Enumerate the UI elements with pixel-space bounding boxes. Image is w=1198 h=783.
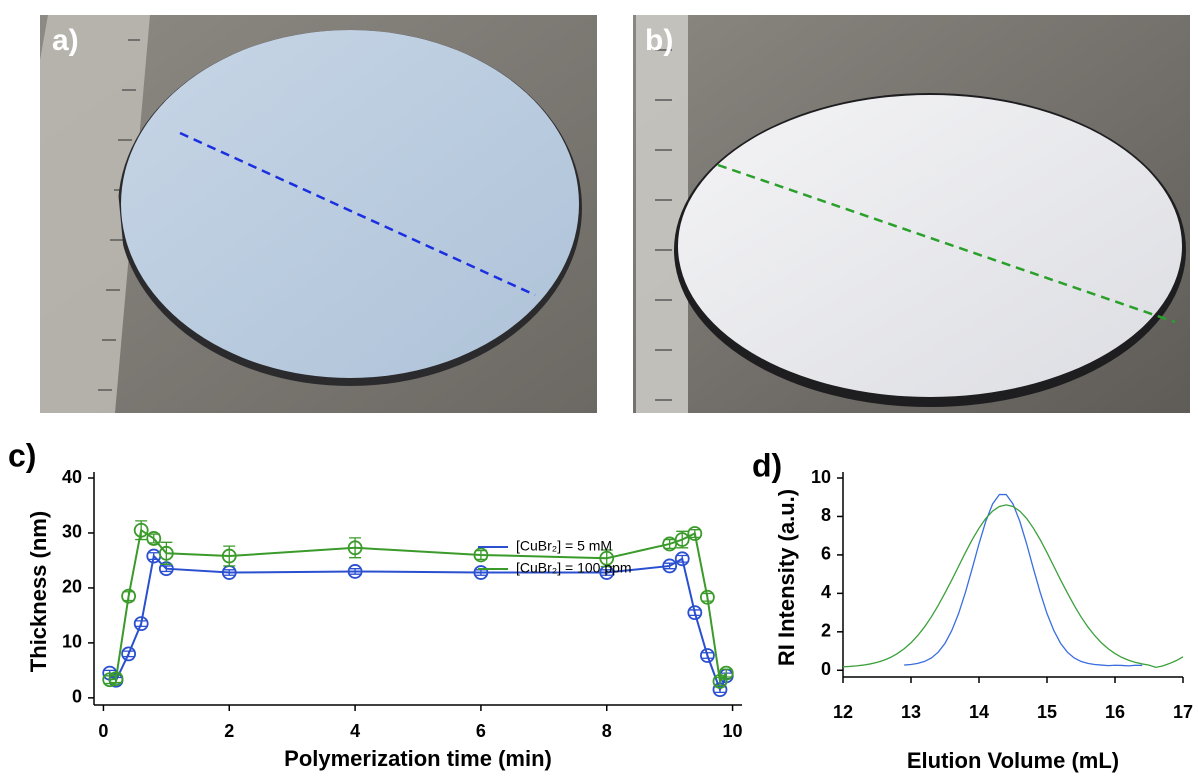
marker <box>146 531 162 546</box>
panel-label: d) <box>752 447 782 483</box>
x-tick-label: 14 <box>969 702 989 722</box>
y-tick-label: 6 <box>821 544 831 564</box>
error-bar <box>663 562 676 570</box>
error-bar <box>160 565 173 573</box>
photo-a: a) <box>40 15 597 413</box>
marker <box>599 550 615 566</box>
error-bar <box>223 569 236 576</box>
y-tick-label: 10 <box>62 632 82 652</box>
marker <box>133 522 149 538</box>
error-bar <box>147 552 160 560</box>
error-bar <box>135 620 148 628</box>
series-line <box>904 493 1143 667</box>
error-bar <box>688 529 701 539</box>
x-tick-label: 6 <box>476 721 486 741</box>
y-axis-label: Thickness (nm) <box>26 511 51 672</box>
panel-label: b) <box>645 24 673 57</box>
marker <box>121 588 137 604</box>
panel-label: c) <box>8 437 36 473</box>
marker <box>699 648 715 663</box>
series-line <box>109 528 728 684</box>
series-line <box>108 553 728 693</box>
marker <box>347 540 363 556</box>
error-bar <box>701 652 714 659</box>
x-tick-label: 8 <box>602 721 612 741</box>
y-tick-label: 2 <box>821 621 831 641</box>
x-tick-label: 17 <box>1173 702 1193 722</box>
marker <box>347 564 363 579</box>
y-tick-label: 20 <box>62 577 82 597</box>
x-tick-label: 10 <box>723 721 743 741</box>
error-bar <box>122 650 135 658</box>
legend-label: [CuBr₂] = 5 mM <box>516 538 612 554</box>
y-tick-label: 0 <box>821 659 831 679</box>
marker <box>108 671 124 687</box>
marker <box>221 548 237 564</box>
y-tick-label: 40 <box>62 467 82 487</box>
y-tick-label: 4 <box>821 582 831 602</box>
marker <box>718 665 734 681</box>
marker <box>699 589 715 605</box>
x-axis-label: Elution Volume (mL) <box>907 748 1119 773</box>
x-tick-label: 4 <box>350 721 360 741</box>
x-tick-label: 12 <box>833 702 853 722</box>
y-tick-label: 10 <box>811 467 831 487</box>
error-bar <box>349 568 362 575</box>
error-bar <box>701 592 714 602</box>
x-axis-label: Polymerization time (min) <box>284 746 552 771</box>
x-tick-label: 13 <box>901 702 921 722</box>
y-axis-label: RI Intensity (a.u.) <box>774 489 799 666</box>
marker <box>674 532 690 547</box>
marker <box>674 551 690 567</box>
x-tick-label: 16 <box>1105 702 1125 722</box>
marker <box>133 616 149 632</box>
y-tick-label: 0 <box>72 687 82 707</box>
error-bar <box>688 609 701 617</box>
series-line <box>842 504 1184 669</box>
marker <box>687 526 703 541</box>
error-bar <box>110 674 123 684</box>
error-bar <box>676 554 689 563</box>
marker <box>662 558 678 574</box>
error-bar <box>122 591 135 602</box>
marker <box>473 547 489 563</box>
y-tick-label: 8 <box>821 505 831 525</box>
marker <box>158 545 174 561</box>
x-tick-label: 2 <box>224 721 234 741</box>
marker <box>687 605 703 621</box>
error-bar <box>676 530 689 549</box>
photo-b: b) <box>633 15 1190 413</box>
panel-label: a) <box>52 24 79 57</box>
error-bar <box>600 549 613 568</box>
marker <box>473 565 489 580</box>
error-bar <box>600 569 613 576</box>
error-bar <box>720 668 733 678</box>
marker <box>662 536 678 552</box>
marker <box>121 646 137 662</box>
legend-label: [CuBr₂] = 100 ppm <box>516 560 632 576</box>
x-tick-label: 15 <box>1037 702 1057 722</box>
x-tick-label: 0 <box>98 721 108 741</box>
y-tick-label: 30 <box>62 522 82 542</box>
